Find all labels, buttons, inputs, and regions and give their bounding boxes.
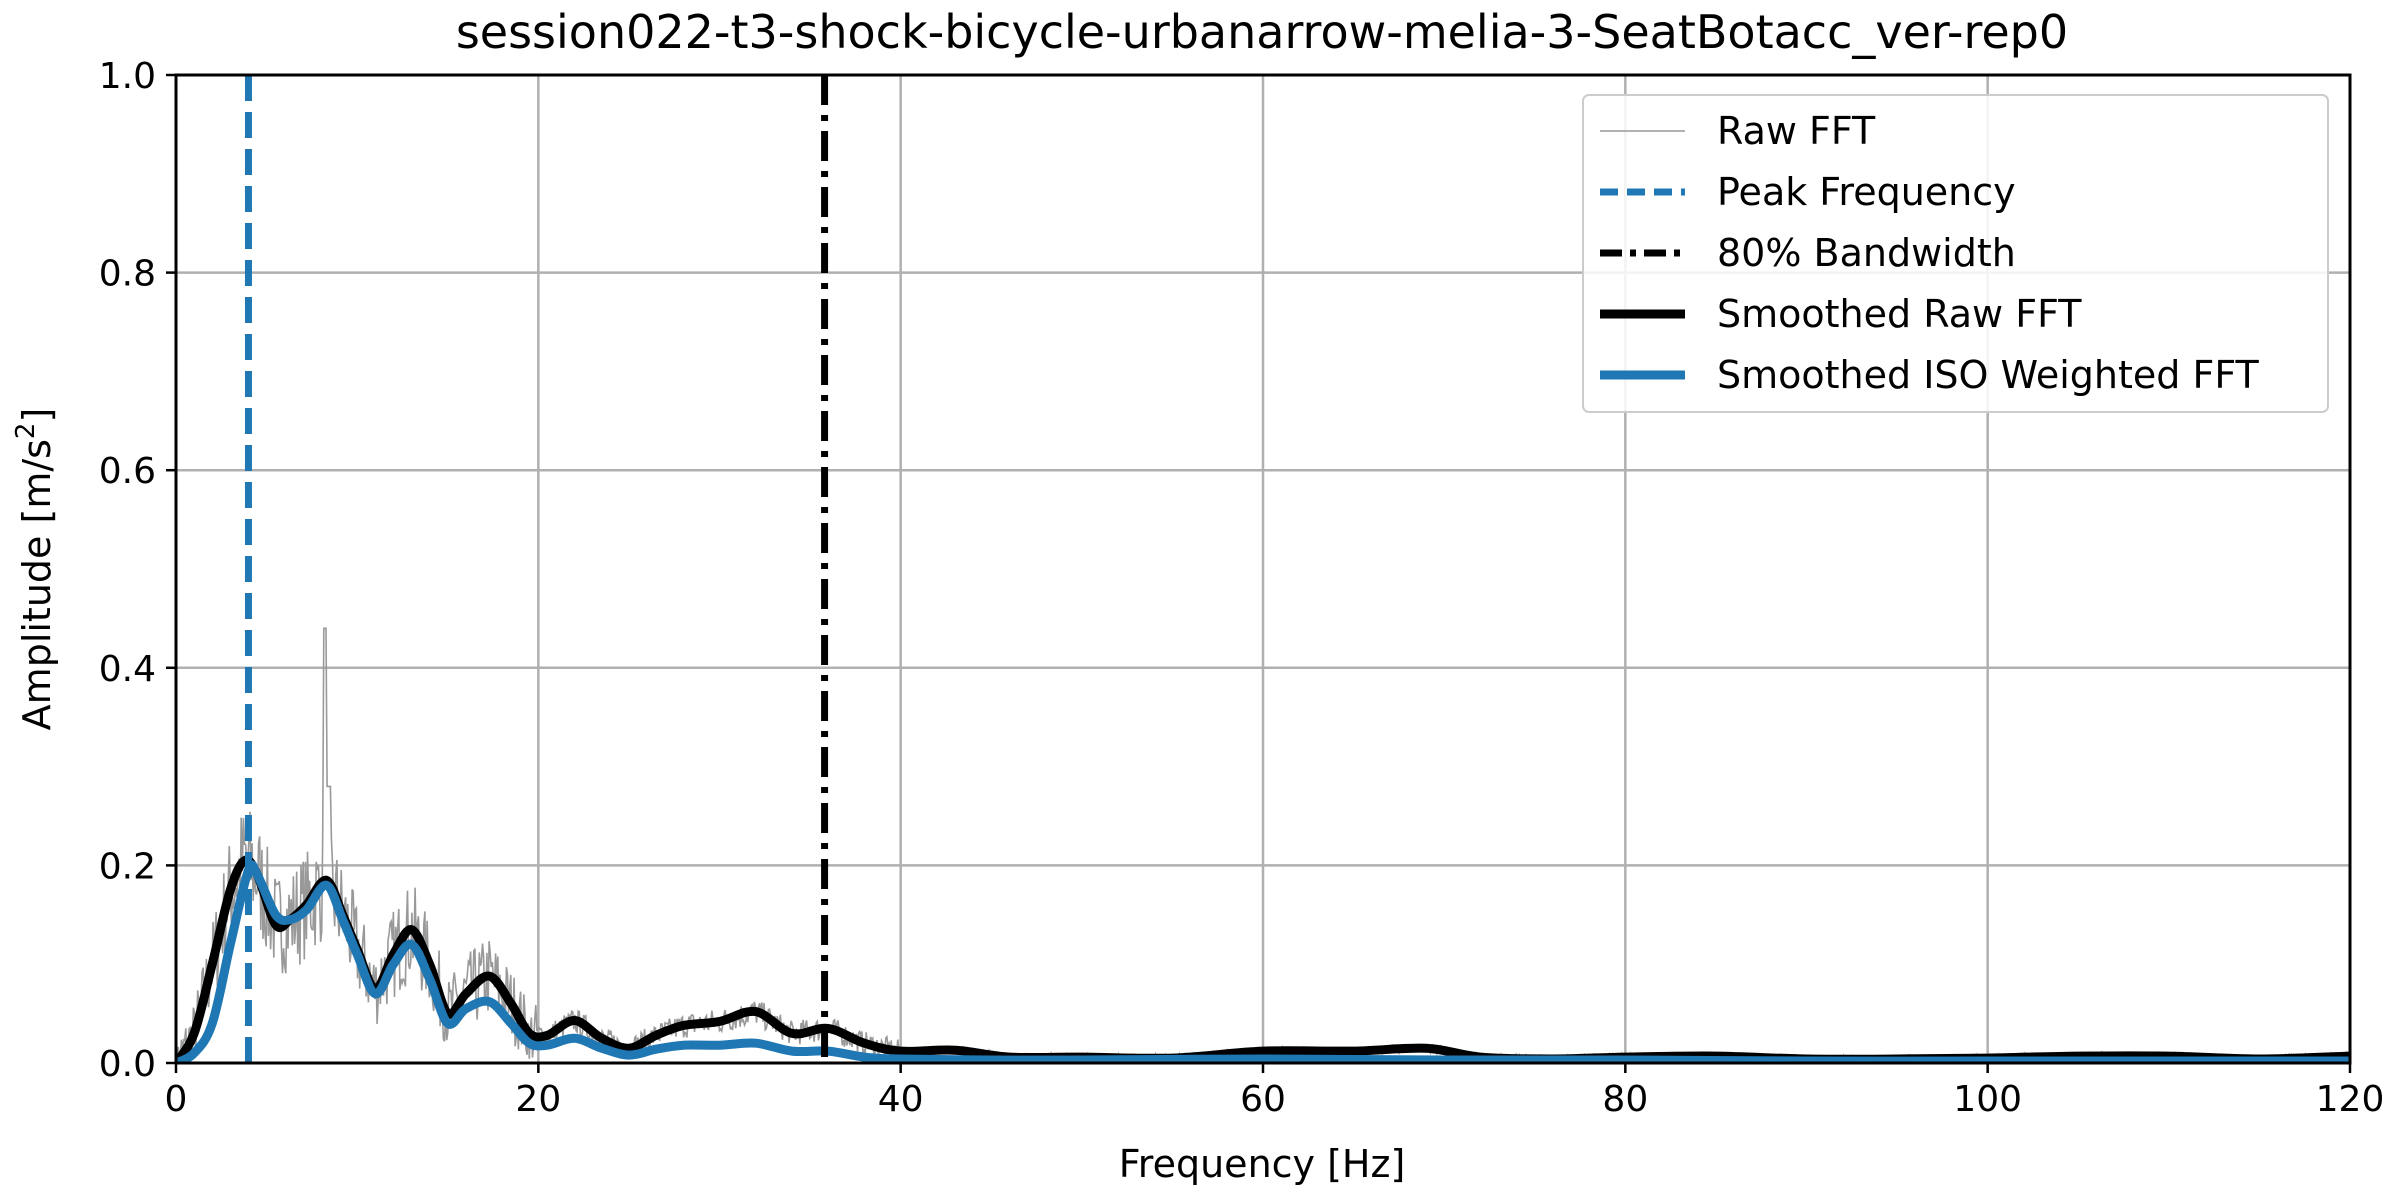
x-axis-label: Frequency [Hz]: [1119, 1142, 1406, 1186]
x-tick-label: 100: [1953, 1079, 2022, 1120]
plot-area: [176, 75, 2350, 1063]
y-tick-label: 0.8: [99, 254, 156, 295]
plot-frame: [174, 73, 2352, 1065]
legend: Raw FFT Peak Frequency 80% Bandwidth Smooth…: [1582, 94, 2329, 413]
smoothed-iso-fft-line: [176, 860, 2350, 1063]
legend-label-peak: Peak Frequency: [1717, 170, 2016, 214]
x-tick-label: 120: [2316, 1079, 2385, 1120]
axis-ticks: 0 20 40 60 80 100 120 0.0 0.2 0.4 0.6 0.8 1.0: [99, 56, 2385, 1120]
x-tick-label: 20: [515, 1079, 561, 1120]
y-axis-label-end: ]: [15, 408, 59, 423]
y-tick-label: 0.4: [99, 649, 156, 690]
legend-label-raw: Raw FFT: [1717, 109, 1876, 153]
y-tick-label: 0.6: [99, 451, 156, 492]
x-tick-label: 0: [165, 1079, 188, 1120]
legend-box: [1582, 94, 2329, 413]
legend-label-bandwidth: 80% Bandwidth: [1717, 231, 2016, 275]
y-tick-label: 1.0: [99, 56, 156, 97]
x-tick-label: 40: [878, 1079, 924, 1120]
x-tick-label: 80: [1602, 1079, 1648, 1120]
chart-title: session022-t3-shock-bicycle-urbanarrow-m…: [456, 5, 2068, 59]
legend-label-smoothed-iso: Smoothed ISO Weighted FFT: [1717, 353, 2260, 397]
y-tick-label: 0.0: [99, 1044, 156, 1085]
y-axis-label-main: Amplitude [m/s: [15, 439, 59, 730]
y-axis-label-sup: 2: [11, 423, 41, 440]
y-tick-label: 0.2: [99, 846, 156, 887]
legend-label-smoothed-raw: Smoothed Raw FFT: [1717, 292, 2082, 336]
y-axis-label: Amplitude [m/s2]: [11, 408, 59, 731]
x-tick-label: 60: [1240, 1079, 1286, 1120]
